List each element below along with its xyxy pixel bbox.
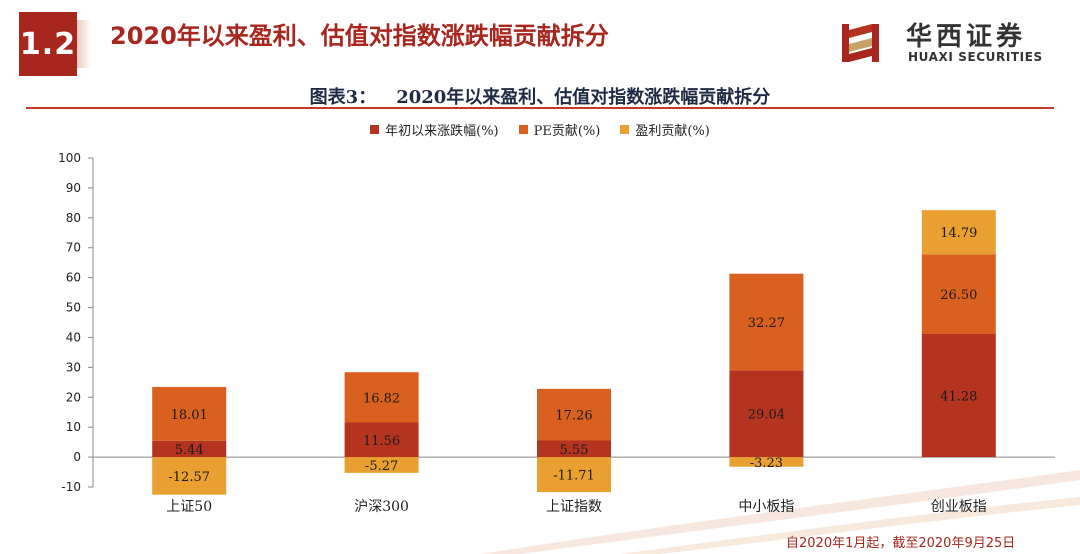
section-number: 1.2 [19, 26, 77, 62]
page-title: 2020年以来盈利、估值对指数涨跌幅贡献拆分 [110, 22, 609, 50]
brand-logo: 华西证券 HUAXI SECURITIES [838, 18, 1068, 68]
chart-legend: 年初以来涨跌幅(%) PE贡献(%) 盈利贡献(%) [0, 120, 1080, 139]
figure-title: 图表3： 2020年以来盈利、估值对指数涨跌幅贡献拆分 [0, 83, 1080, 109]
legend-swatch-total [370, 125, 380, 134]
y-tick-label: 20 [66, 390, 81, 404]
huaxi-logo-mark-icon [842, 24, 879, 62]
x-category-label: 中小板指 [738, 499, 794, 515]
y-tick-label: 30 [66, 360, 81, 374]
data-label-pe: 32.27 [748, 316, 785, 331]
data-label-total: 41.28 [940, 389, 977, 404]
bar-pe [152, 386, 227, 441]
figure-title-text: 2020年以来盈利、估值对指数涨跌幅贡献拆分 [396, 87, 771, 108]
section-number-badge: 1.2 [19, 12, 91, 76]
bar-total [152, 440, 227, 458]
data-label-profit: -11.71 [553, 469, 595, 484]
logo-name-en: HUAXI SECURITIES [908, 50, 1043, 64]
y-tick-label: 80 [66, 211, 81, 225]
y-tick-label: 60 [66, 271, 81, 285]
data-label-pe: 16.82 [363, 391, 400, 406]
x-category-label: 沪深300 [354, 499, 409, 515]
bar-profit [344, 457, 419, 473]
bar-pe [537, 388, 611, 441]
legend-swatch-profit [620, 125, 630, 134]
data-label-profit: 14.79 [940, 226, 977, 241]
bar-pe [921, 254, 996, 334]
data-label-total: 5.55 [560, 443, 589, 458]
source-footnote: 自2020年1月起，截至2020年9月25日 [786, 536, 1016, 551]
y-tick-label: 100 [58, 151, 81, 165]
data-label-profit: -3.23 [750, 456, 783, 471]
bar-pe [344, 372, 419, 423]
legend-label-pe: PE贡献(%) [533, 124, 601, 139]
bar-total [537, 440, 611, 458]
legend-item-profit: 盈利贡献(%) [620, 120, 710, 139]
bar-pe [729, 273, 804, 371]
title-divider [26, 107, 1054, 109]
data-label-profit: -5.27 [365, 459, 398, 474]
y-tick-label: 40 [66, 330, 81, 344]
y-tick-label: 0 [73, 450, 81, 464]
y-tick-label: -10 [61, 480, 81, 494]
x-category-label: 上证指数 [546, 499, 602, 515]
y-tick-label: 10 [66, 420, 81, 434]
logo-name-cn: 华西证券 [906, 22, 1027, 52]
y-tick-label: 70 [66, 241, 81, 255]
legend-item-total: 年初以来涨跌幅(%) [370, 120, 499, 139]
x-category-label: 创业板指 [931, 499, 987, 515]
data-label-profit: -12.57 [168, 470, 210, 485]
bar-profit [729, 457, 804, 467]
legend-item-pe: PE贡献(%) [518, 120, 601, 139]
legend-swatch-pe [518, 125, 528, 134]
bar-total [729, 370, 804, 458]
legend-label-total: 年初以来涨跌幅(%) [385, 124, 499, 139]
data-label-total: 29.04 [748, 408, 785, 423]
data-label-total: 5.44 [175, 443, 204, 458]
bar-profit [537, 457, 611, 493]
bar-total [344, 422, 419, 458]
data-label-total: 11.56 [363, 434, 400, 449]
bar-total [921, 333, 996, 458]
figure-label: 图表3： [309, 87, 377, 108]
y-tick-label: 50 [66, 301, 81, 315]
data-label-pe: 26.50 [940, 288, 977, 303]
data-label-pe: 17.26 [555, 409, 592, 424]
y-tick-label: 90 [66, 181, 81, 195]
x-category-label: 上证50 [166, 499, 212, 515]
legend-label-profit: 盈利贡献(%) [635, 124, 710, 139]
data-label-pe: 18.01 [171, 408, 208, 423]
bar-profit [921, 210, 996, 255]
bar-profit [152, 457, 227, 495]
section-badge-shadow [77, 20, 91, 68]
